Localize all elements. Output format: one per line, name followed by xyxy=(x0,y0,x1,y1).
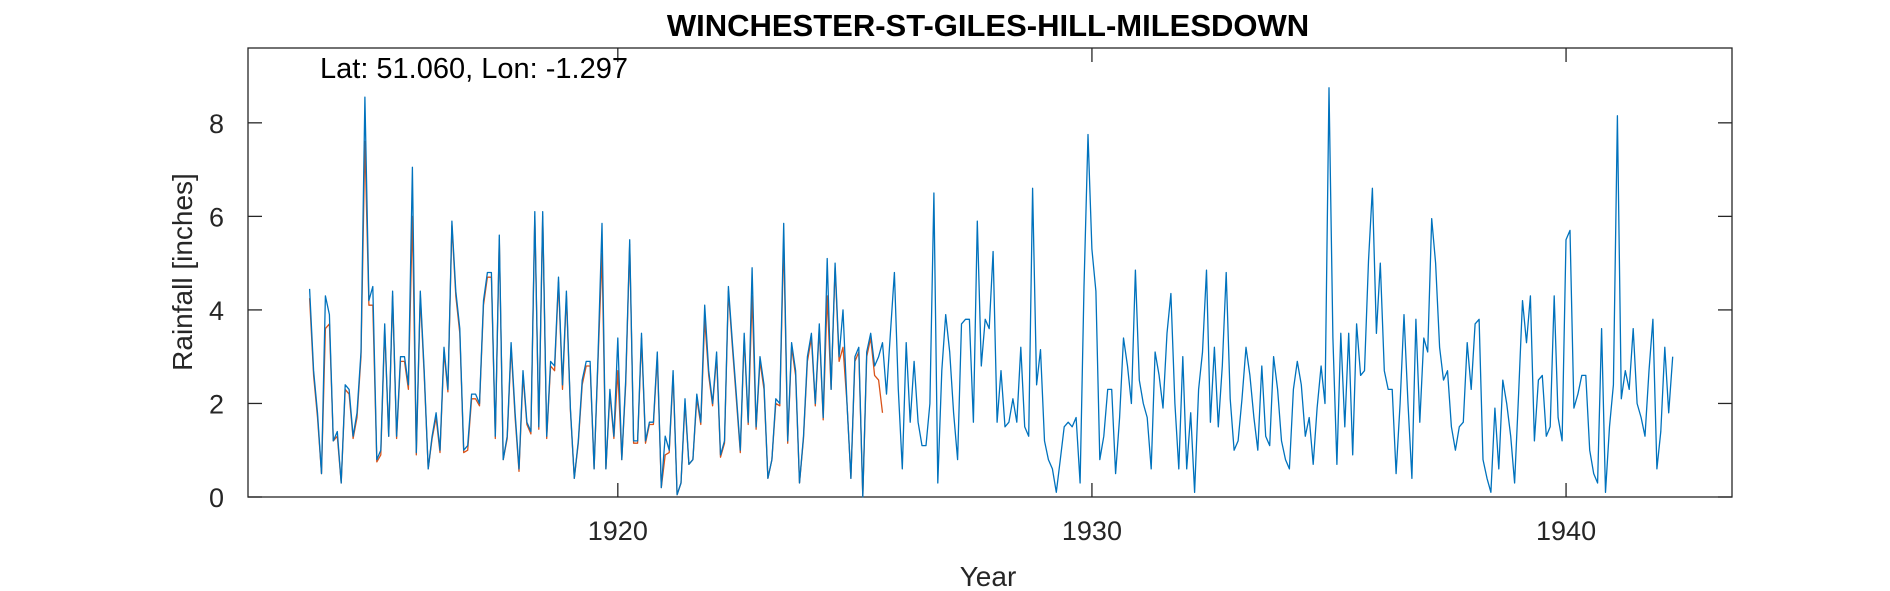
y-tick-label: 4 xyxy=(209,296,224,326)
y-axis-label: Rainfall [inches] xyxy=(167,173,198,371)
ticks-layer: 1920 1930 1940 0 2 4 6 8 xyxy=(209,48,1732,546)
series-line-1 xyxy=(308,87,1674,498)
x-tick-label: 1940 xyxy=(1536,516,1596,546)
location-annotation: Lat: 51.060, Lon: -1.297 xyxy=(320,53,628,85)
x-axis-label: Year xyxy=(960,561,1017,591)
y-tick-label: 2 xyxy=(209,389,224,419)
x-tick-label: 1920 xyxy=(588,516,648,546)
y-tick-label: 6 xyxy=(209,202,224,232)
plot-area: 1920 1930 1940 0 2 4 6 8 xyxy=(209,47,1733,546)
series-layer xyxy=(308,87,1674,498)
y-tick-label: 8 xyxy=(209,109,224,139)
chart-title: WINCHESTER-ST-GILES-HILL-MILESDOWN xyxy=(667,8,1309,43)
x-tick-label: 1930 xyxy=(1062,516,1122,546)
y-tick-label: 0 xyxy=(209,483,224,513)
